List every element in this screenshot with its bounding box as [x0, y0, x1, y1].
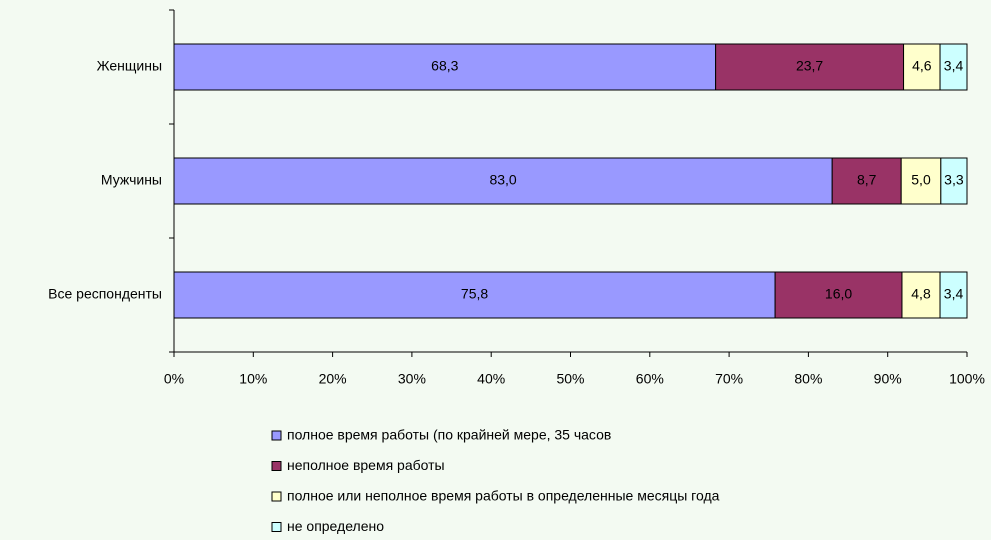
x-tick-label: 50%: [556, 371, 584, 387]
legend-swatch: [271, 491, 282, 502]
bar-segment: [939, 43, 968, 91]
x-tick-label: 10%: [239, 371, 267, 387]
x-tick-label: 60%: [636, 371, 664, 387]
data-label: 83,0: [489, 172, 516, 188]
x-tick-label: 90%: [874, 371, 902, 387]
data-label: 3,3: [944, 172, 964, 188]
bar-segment: [901, 271, 941, 319]
legend-label: не определено: [287, 518, 384, 534]
x-tick-label: 40%: [477, 371, 505, 387]
data-label: 4,6: [912, 58, 932, 74]
bar-segment: [903, 43, 941, 91]
bar-segment: [715, 43, 905, 91]
data-label: 68,3: [431, 58, 458, 74]
bar-segment: [831, 157, 902, 205]
x-tick-label: 70%: [715, 371, 743, 387]
y-tick-label: Мужчины: [101, 172, 162, 188]
legend-swatch: [271, 461, 282, 471]
legend-label: полное или неполное время работы в опред…: [287, 488, 720, 504]
data-label: 8,7: [857, 172, 877, 188]
bar-segment: [940, 157, 968, 205]
legend-swatch: [271, 430, 282, 441]
data-label: 3,4: [944, 286, 964, 302]
data-label: 16,0: [825, 286, 852, 302]
bar-segment: [173, 271, 776, 319]
bar-segment: [900, 157, 942, 205]
legend-label: неполное время работы: [287, 457, 445, 473]
bar-segment: [774, 271, 903, 319]
data-label: 3,4: [944, 58, 964, 74]
x-tick-label: 0%: [164, 371, 184, 387]
data-label: 75,8: [461, 286, 488, 302]
y-tick-label: Все респонденты: [48, 286, 162, 302]
x-tick-label: 20%: [319, 371, 347, 387]
data-label: 23,7: [796, 58, 823, 74]
data-label: 4,8: [911, 286, 931, 302]
legend-swatch: [271, 522, 282, 532]
bar-segment: [173, 43, 717, 91]
x-tick-label: 30%: [398, 371, 426, 387]
y-tick-label: Женщины: [97, 58, 162, 74]
x-tick-label: 100%: [949, 371, 985, 387]
bar-segment: [939, 271, 968, 319]
x-tick-label: 80%: [794, 371, 822, 387]
data-label: 5,0: [911, 172, 931, 188]
legend-label: полное время работы (по крайней мере, 35…: [287, 427, 611, 443]
